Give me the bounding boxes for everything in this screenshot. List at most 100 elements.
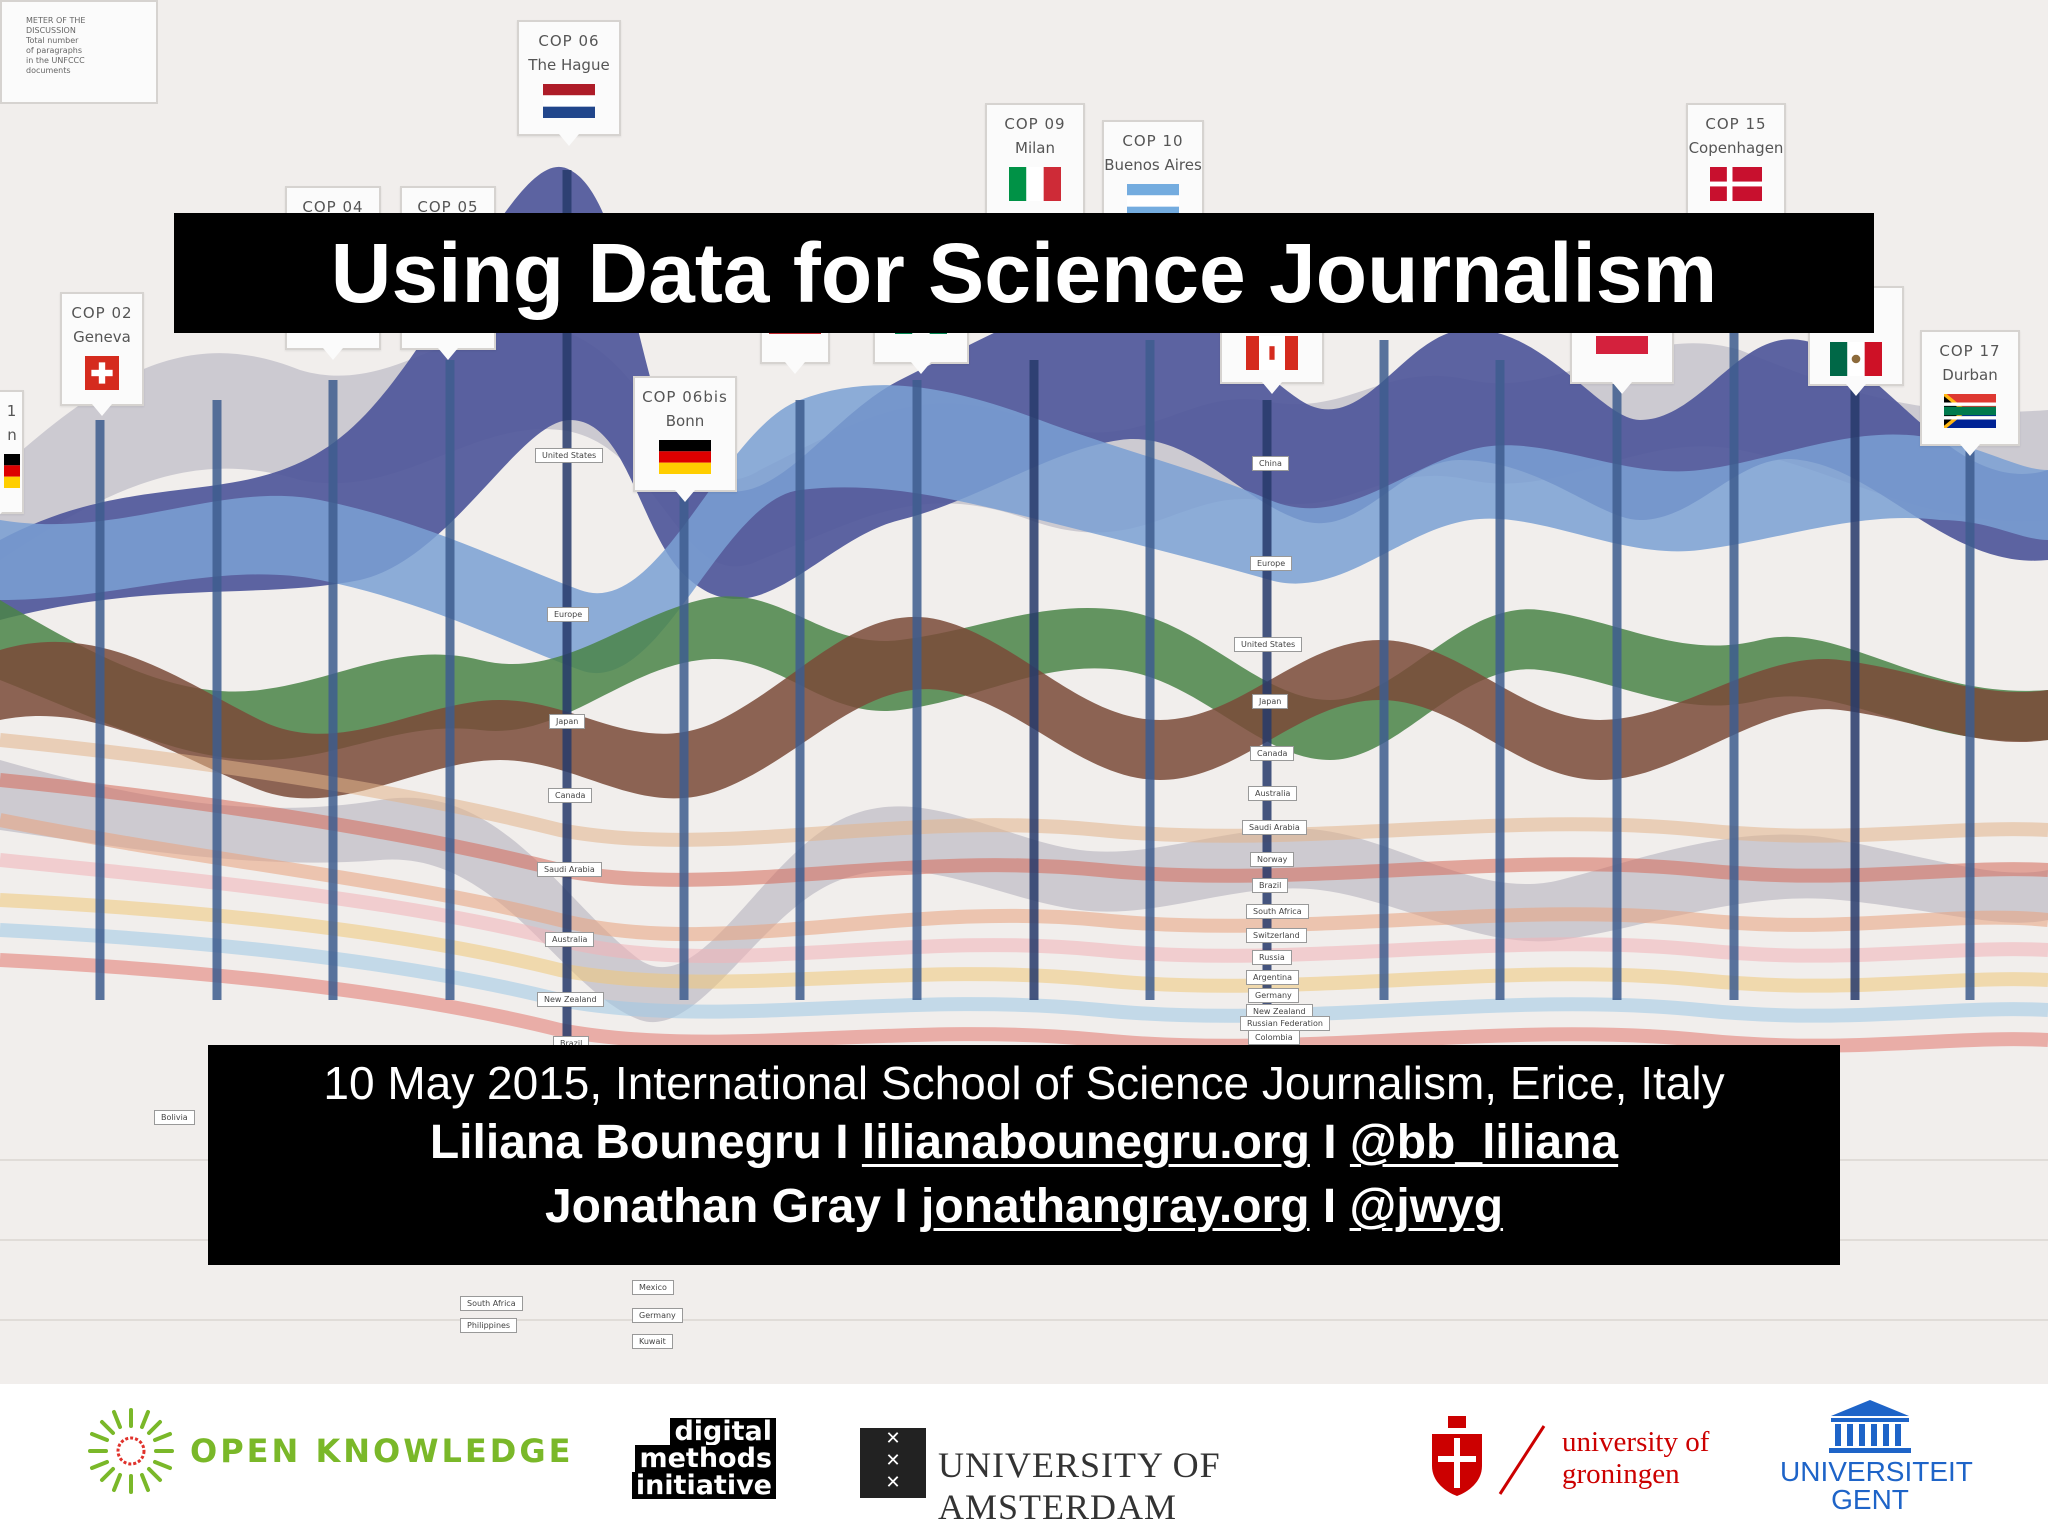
cop-marker-cop06bis: COP 06bis Bonn (633, 376, 737, 502)
dmi-logo: digital methods initiative (620, 1418, 776, 1502)
cop-label: COP 06 (538, 32, 600, 50)
ugent-text-line1: UNIVERSITEIT (1780, 1456, 1973, 1487)
cop-marker-cop15: COP 15 Copenhagen (1686, 103, 1786, 229)
country-tag: New Zealand (537, 992, 604, 1007)
slide-title: Using Data for Science Journalism (174, 213, 1874, 333)
sponsor-footer: OPEN KNOWLEDGE digital methods initiativ… (0, 1384, 2048, 1536)
cop-label: COP 05 (417, 198, 479, 216)
legend-line: documents (26, 66, 71, 75)
south-africa-flag-icon (1942, 392, 1996, 430)
separator: I (1309, 1116, 1350, 1169)
twitter-link[interactable]: @jwyg (1349, 1180, 1504, 1233)
presentation-info: 10 May 2015, International School of Sci… (208, 1045, 1840, 1265)
country-tag: Philippines (460, 1318, 518, 1333)
ugent-logo: UNIVERSITEIT GENT (1780, 1398, 1973, 1528)
rug-text-line2: groningen (1562, 1458, 1680, 1490)
cop-marker-cop06: COP 06 The Hague (517, 20, 621, 146)
dmi-line: digital (670, 1418, 776, 1445)
country-tag: Saudi Arabia (537, 862, 602, 877)
uva-logo: ✕ ✕ ✕ UNIVERSITY OF AMSTERDAM (860, 1428, 1370, 1527)
country-tag: Germany (632, 1308, 683, 1323)
cop-city: Geneva (73, 328, 131, 346)
country-tag: Argentina (1246, 970, 1300, 985)
website-link[interactable]: lilianabounegru.org (861, 1116, 1310, 1169)
cop-city: Buenos Aires (1104, 156, 1202, 174)
country-tag: Australia (1248, 786, 1298, 801)
cop-marker-cop09: COP 09 Milan (985, 103, 1085, 229)
country-tag: Colombia (1248, 1030, 1300, 1045)
dmi-line: methods (635, 1445, 776, 1472)
mexico-flag-icon (1830, 342, 1882, 376)
poland-flag-icon (1596, 336, 1648, 354)
legend-line: Total number (26, 36, 79, 45)
cop-city: Milan (1015, 139, 1055, 157)
country-tag: Canada (1250, 746, 1295, 761)
switzerland-flag-icon (85, 356, 119, 390)
country-tag: Norway (1250, 852, 1295, 867)
cop-city: Bonn (665, 412, 705, 430)
denmark-flag-icon (1710, 167, 1762, 201)
country-tag: United States (1234, 637, 1303, 652)
separator: I (881, 1180, 922, 1233)
cop-label: COP 09 (1004, 115, 1066, 133)
open-knowledge-burst-icon (88, 1408, 174, 1494)
country-tag: South Africa (460, 1296, 523, 1311)
legend-line: of paragraphs (26, 46, 83, 55)
open-knowledge-logo: OPEN KNOWLEDGE (86, 1406, 576, 1496)
country-tag: Europe (1250, 556, 1293, 571)
ugent-text-line2: GENT (1831, 1484, 1909, 1515)
cop-label: COP 15 (1705, 115, 1767, 133)
cop-marker-cop10: COP 10 Buenos Aires (1102, 120, 1204, 234)
cop-marker-cop02: COP 02 Geneva (60, 292, 144, 416)
cop-city: n (7, 426, 17, 444)
ugent-building-icon (1829, 1400, 1911, 1453)
speaker-name: Jonathan Gray (544, 1180, 882, 1233)
separator: I (1309, 1180, 1350, 1233)
uva-text: UNIVERSITY OF AMSTERDAM (938, 1445, 1221, 1527)
cop-marker-cop01: 1 n (0, 390, 24, 524)
event-line: 10 May 2015, International School of Sci… (323, 1057, 1725, 1109)
argentina-flag-icon (1127, 184, 1179, 218)
speaker-jonathan: Jonathan Gray I jonathangray.org I @jwyg (208, 1175, 1840, 1239)
cop-city: Durban (1942, 366, 1998, 384)
cop-label: COP 02 (71, 304, 133, 322)
legend-line: METER OF THE (26, 16, 86, 25)
country-tag: Australia (545, 932, 595, 947)
rug-crest-icon (1432, 1416, 1482, 1496)
cop-label: COP 10 (1122, 132, 1184, 150)
uva-crest-icon: ✕ ✕ ✕ (860, 1428, 926, 1498)
country-tag: Mexico (632, 1280, 674, 1295)
speaker-name: Liliana Bounegru (429, 1116, 822, 1169)
rug-logo: university of groningen (1428, 1416, 1748, 1508)
country-tag: Russian Federation (1240, 1016, 1330, 1031)
rug-text-line1: university of (1562, 1426, 1710, 1458)
separator: I (821, 1116, 862, 1169)
twitter-link[interactable]: @bb_liliana (1349, 1116, 1619, 1169)
country-tag: Japan (1252, 694, 1289, 709)
country-tag: China (1252, 456, 1289, 471)
country-tag: Kuwait (632, 1334, 673, 1349)
country-tag: Saudi Arabia (1242, 820, 1307, 835)
country-tag: Germany (1248, 988, 1299, 1003)
country-tag: South Africa (1246, 904, 1309, 919)
country-tag: Switzerland (1246, 928, 1307, 943)
cop-marker-cop17: COP 17 Durban (1920, 330, 2020, 456)
website-link[interactable]: jonathangray.org (921, 1180, 1310, 1233)
cop-label: COP 06bis (642, 388, 728, 406)
legend-line: in the UNFCCC (26, 56, 85, 65)
cop-label: COP 17 (1939, 342, 2001, 360)
rug-slash-icon (1498, 1425, 1546, 1495)
netherlands-flag-icon (543, 84, 595, 118)
country-tag: Europe (547, 607, 590, 622)
country-tag: Japan (549, 714, 586, 729)
open-knowledge-text: OPEN KNOWLEDGE (190, 1432, 574, 1470)
germany-flag-icon (4, 454, 20, 488)
italy-flag-icon (1009, 167, 1061, 201)
cop-city: The Hague (528, 56, 610, 74)
speaker-liliana: Liliana Bounegru I lilianabounegru.org I… (208, 1111, 1840, 1175)
country-tag: Russia (1252, 950, 1292, 965)
cop-label: COP 04 (302, 198, 364, 216)
dmi-line: initiative (631, 1472, 776, 1499)
cop-city: Copenhagen (1688, 139, 1784, 157)
country-tag: United States (535, 448, 604, 463)
